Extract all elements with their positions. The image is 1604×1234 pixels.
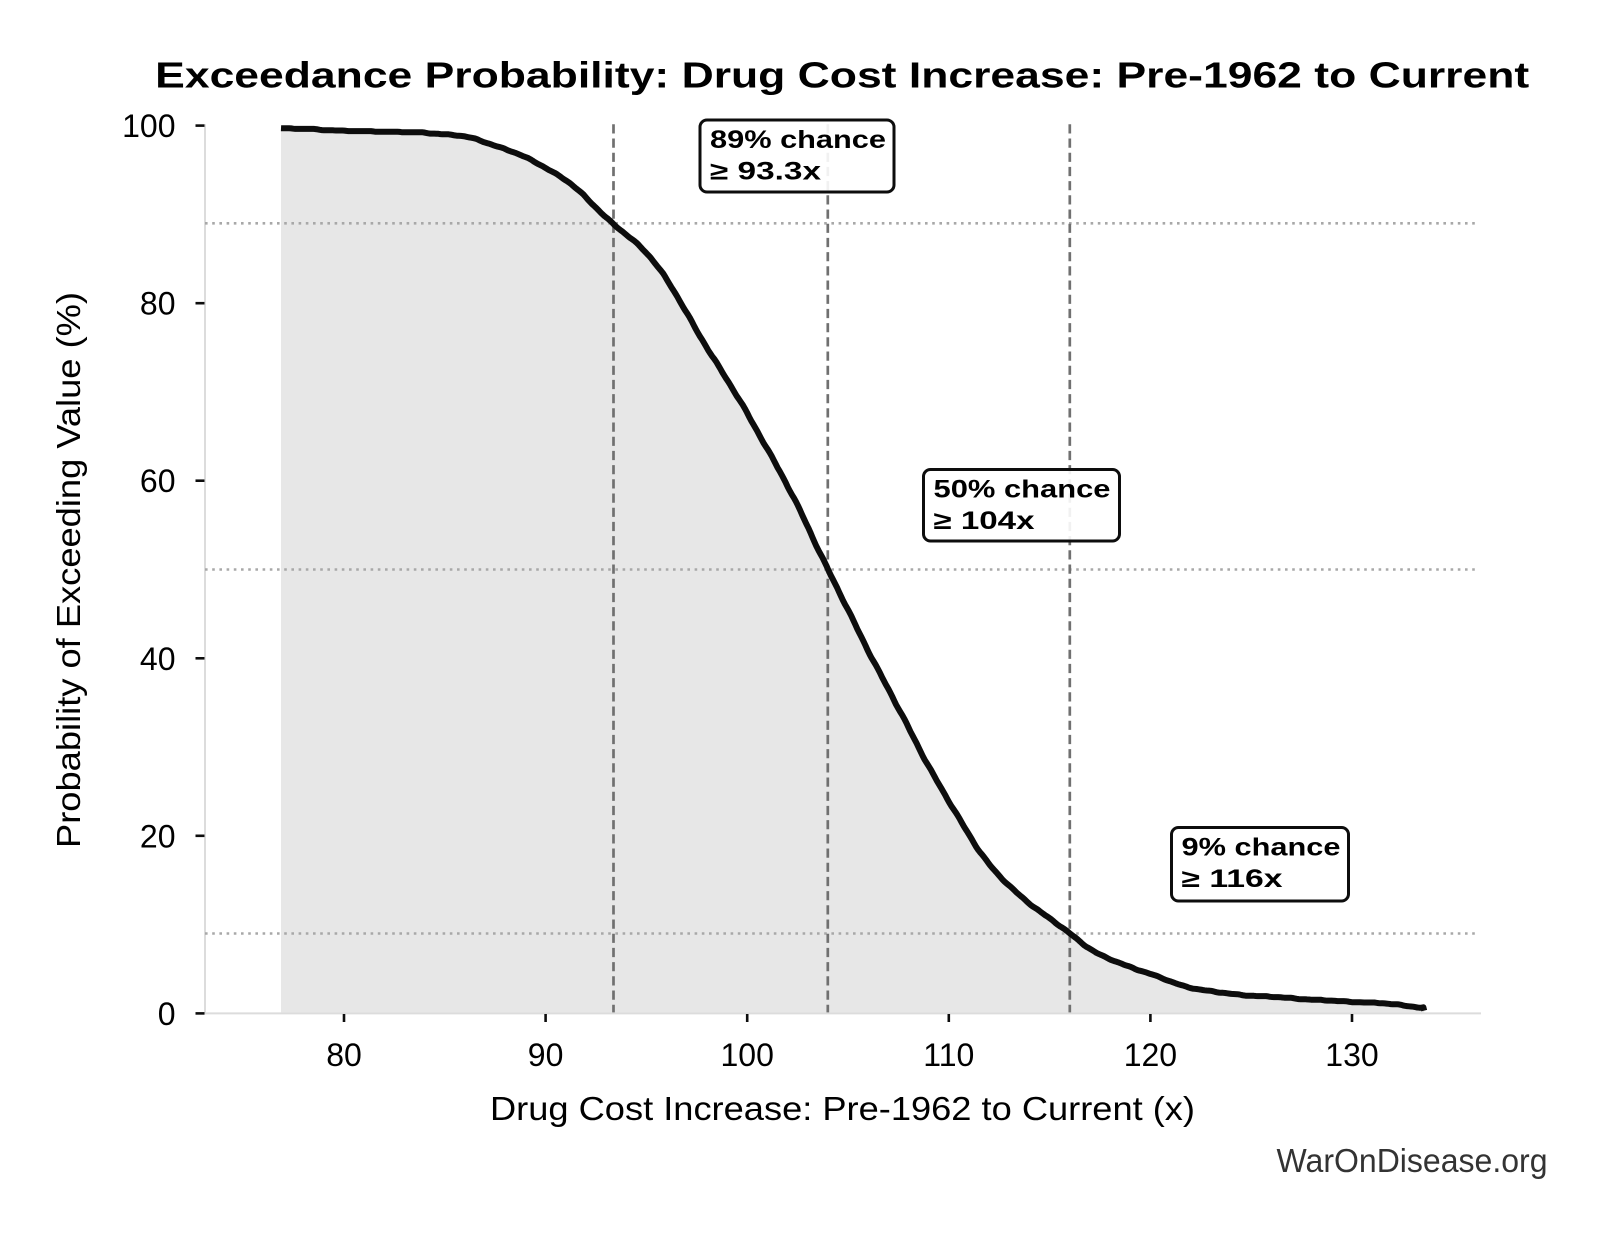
svg-text:0: 0 bbox=[158, 996, 176, 1032]
svg-text:20: 20 bbox=[140, 818, 176, 854]
svg-text:Probability of Exceeding Value: Probability of Exceeding Value (%) bbox=[50, 292, 87, 848]
svg-text:120: 120 bbox=[1124, 1037, 1177, 1073]
svg-text:80: 80 bbox=[326, 1037, 362, 1073]
svg-text:WarOnDisease.org: WarOnDisease.org bbox=[1277, 1142, 1548, 1179]
svg-text:Exceedance Probability: Drug C: Exceedance Probability: Drug Cost Increa… bbox=[155, 55, 1529, 96]
svg-text:80: 80 bbox=[140, 286, 176, 322]
svg-text:≥ 93.3x: ≥ 93.3x bbox=[710, 158, 821, 186]
svg-text:≥ 104x: ≥ 104x bbox=[934, 507, 1035, 535]
svg-text:60: 60 bbox=[140, 463, 176, 499]
svg-text:50% chance: 50% chance bbox=[934, 476, 1111, 504]
svg-text:9% chance: 9% chance bbox=[1182, 834, 1341, 862]
svg-text:89% chance: 89% chance bbox=[710, 126, 886, 154]
svg-text:130: 130 bbox=[1325, 1037, 1378, 1073]
svg-text:≥ 116x: ≥ 116x bbox=[1182, 865, 1283, 893]
svg-text:90: 90 bbox=[528, 1037, 564, 1073]
svg-text:Drug Cost Increase: Pre-1962 t: Drug Cost Increase: Pre-1962 to Current … bbox=[490, 1090, 1195, 1127]
svg-text:110: 110 bbox=[923, 1037, 974, 1073]
svg-text:100: 100 bbox=[122, 108, 175, 144]
svg-text:100: 100 bbox=[721, 1037, 774, 1073]
svg-text:40: 40 bbox=[140, 641, 176, 677]
